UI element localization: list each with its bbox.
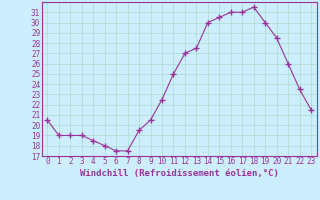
X-axis label: Windchill (Refroidissement éolien,°C): Windchill (Refroidissement éolien,°C) — [80, 169, 279, 178]
